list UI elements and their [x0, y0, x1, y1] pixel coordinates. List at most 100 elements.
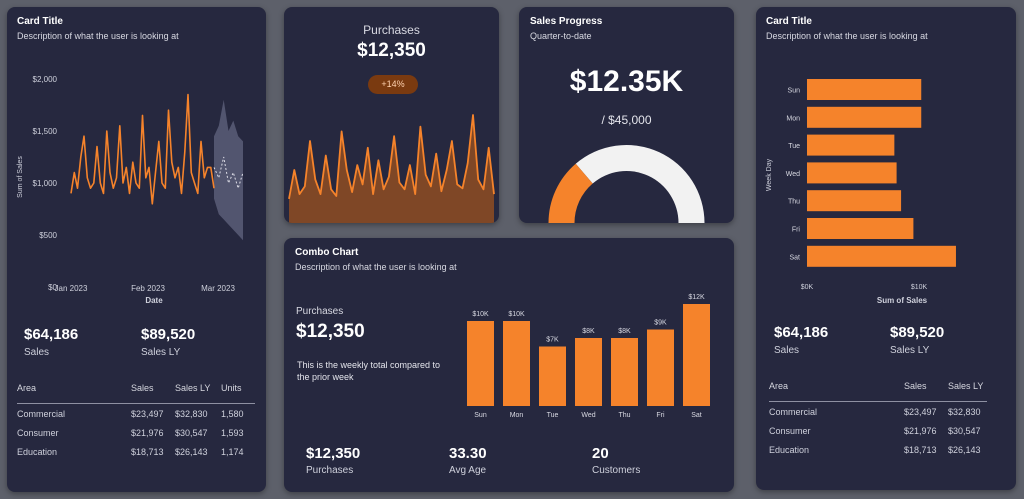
- y-tick-label: $500: [39, 231, 57, 240]
- combo-main-label: Purchases: [296, 306, 344, 317]
- sales-ly-label: Sales LY: [141, 347, 181, 358]
- gauge-track: [575, 145, 705, 223]
- weekday-hbar-chart[interactable]: Week Day Sun Mon Tue Wed Thu Fri Sat $0K $10K S…: [756, 67, 1016, 312]
- table-cell: $18,713: [904, 445, 937, 455]
- purchases-card: Purchases $12,350 +14%: [284, 7, 499, 223]
- purchases-area-fill: [289, 115, 494, 223]
- bar-value-label: $7K: [546, 337, 559, 344]
- sales-progress-card: Sales Progress Quarter-to-date $12.35K /…: [519, 7, 734, 223]
- bar-fri: [647, 329, 674, 406]
- table-cell: Consumer: [17, 428, 59, 438]
- sales-ly-value: $89,520: [141, 326, 196, 343]
- table-cell: 1,580: [221, 409, 244, 419]
- table-cell: $26,143: [948, 445, 981, 455]
- table-row[interactable]: Consumer $21,976 $30,547 1,593: [17, 428, 255, 442]
- sales-line-chart[interactable]: Sum of Sales $2,000 $1,500 $1,000 $500 $0 Ja…: [7, 57, 266, 307]
- table-row[interactable]: Education $18,713 $26,143: [769, 445, 987, 459]
- gauge-fill: [548, 163, 593, 223]
- table-divider: [17, 403, 255, 404]
- bar-wed: [575, 338, 602, 406]
- table-cell: $21,976: [904, 426, 937, 436]
- x-tick-label: $10K: [911, 284, 928, 291]
- y-tick-label: Sat: [789, 254, 800, 261]
- bar-value-label: $9K: [654, 320, 667, 327]
- table-cell: Commercial: [769, 407, 818, 417]
- combo-note: This is the weekly total compared to the…: [297, 360, 441, 382]
- avg-age-label: Avg Age: [449, 465, 487, 476]
- hbar-tue: [807, 134, 895, 156]
- table-cell: $26,143: [175, 447, 208, 457]
- y-tick-label: Sun: [788, 88, 801, 95]
- table-row[interactable]: Consumer $21,976 $30,547: [769, 426, 987, 440]
- table-cell: $21,976: [131, 428, 164, 438]
- purchases-value: $12,350: [357, 40, 426, 61]
- table-cell: $18,713: [131, 447, 164, 457]
- table-cell: Commercial: [17, 409, 66, 419]
- combo-chart-card: Combo Chart Description of what the user…: [284, 238, 734, 492]
- y-tick-label: $1,500: [33, 127, 58, 136]
- purchases-area-chart[interactable]: [284, 95, 499, 223]
- sales-value: $64,186: [24, 326, 79, 343]
- sales-series-line: [70, 93, 215, 205]
- column-header-units[interactable]: Units: [221, 383, 242, 393]
- y-tick-label: Thu: [788, 199, 800, 206]
- x-tick-label: Feb 2023: [131, 284, 165, 293]
- bar-thu: [611, 338, 638, 406]
- bar-value-label: $8K: [582, 328, 595, 335]
- y-tick-label: $0: [48, 283, 57, 292]
- card-description: Description of what the user is looking …: [766, 31, 928, 41]
- y-axis-label: Week Day: [766, 158, 773, 191]
- combo-main-value: $12,350: [296, 321, 365, 342]
- x-tick-label: Thu: [618, 412, 630, 419]
- bar-sun: [467, 321, 494, 406]
- customers-label: Customers: [592, 465, 641, 476]
- hbar-sun: [807, 79, 922, 100]
- table-cell: $23,497: [904, 407, 937, 417]
- sales-ly-label: Sales LY: [890, 345, 930, 356]
- sales-label: Sales: [24, 347, 50, 358]
- table-header-row: Area Sales Sales LY Units: [17, 383, 255, 397]
- sales-ly-value: $89,520: [890, 324, 945, 341]
- x-axis-label: Date: [145, 296, 163, 305]
- customers-value: 20: [592, 445, 609, 462]
- table-cell: $32,830: [175, 409, 208, 419]
- sales-label: Sales: [774, 345, 800, 356]
- hbar-thu: [807, 190, 902, 212]
- combo-purchases-value: $12,350: [306, 445, 361, 462]
- column-header-sales-ly[interactable]: Sales LY: [948, 381, 984, 391]
- purchases-label: Purchases: [363, 23, 420, 37]
- bar-value-label: $12K: [688, 294, 705, 301]
- x-tick-label: Tue: [547, 412, 559, 419]
- table-cell: Education: [769, 445, 810, 455]
- column-header-sales-ly[interactable]: Sales LY: [175, 383, 211, 393]
- y-axis-label: Sum of Sales: [17, 156, 24, 198]
- table-cell: 1,593: [221, 428, 244, 438]
- bar-value-label: $8K: [618, 328, 631, 335]
- column-header-sales[interactable]: Sales: [131, 383, 154, 393]
- table-divider: [769, 401, 987, 402]
- card-title: Card Title: [17, 16, 63, 27]
- y-tick-label: Mon: [786, 115, 800, 122]
- table-cell: $23,497: [131, 409, 164, 419]
- progress-value: $12.35K: [569, 65, 684, 98]
- area-table: Area Sales Sales LY Commercial $23,497 $…: [769, 381, 987, 461]
- table-row[interactable]: Commercial $23,497 $32,830 1,580: [17, 409, 255, 423]
- bar-sat: [683, 304, 710, 406]
- growth-badge: +14%: [368, 75, 418, 94]
- table-cell: $32,830: [948, 407, 981, 417]
- x-axis-label: Sum of Sales: [877, 296, 928, 305]
- table-cell: 1,174: [221, 447, 244, 457]
- weekly-bar-chart[interactable]: $10K Sun $10K Mon $7K Tue $8K Wed $8K Thu $9K Fri $1…: [459, 286, 724, 426]
- column-header-area[interactable]: Area: [769, 381, 789, 391]
- x-tick-label: Jan 2023: [55, 284, 88, 293]
- column-header-area[interactable]: Area: [17, 383, 37, 393]
- avg-age-value: 33.30: [449, 445, 487, 462]
- column-header-sales[interactable]: Sales: [904, 381, 927, 391]
- x-tick-label: Sat: [691, 412, 702, 419]
- x-tick-label: $0K: [801, 284, 814, 291]
- bar-tue: [539, 346, 566, 406]
- table-row[interactable]: Education $18,713 $26,143 1,174: [17, 447, 255, 461]
- progress-target: / $45,000: [601, 113, 652, 127]
- table-row[interactable]: Commercial $23,497 $32,830: [769, 407, 987, 421]
- x-tick-label: Fri: [656, 412, 665, 419]
